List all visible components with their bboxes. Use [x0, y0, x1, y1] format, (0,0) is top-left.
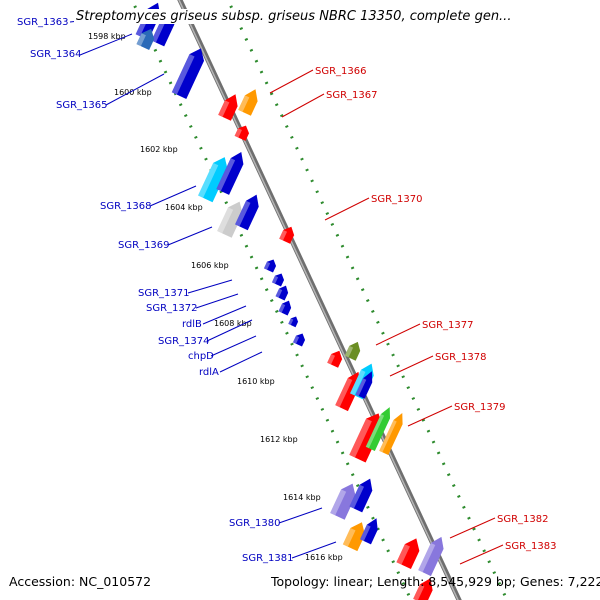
gene-label-left[interactable]: SGR_1368	[100, 201, 152, 212]
gene-label-left[interactable]: SGR_1364	[30, 49, 82, 60]
ruler-lines	[130, 0, 509, 600]
gene-arrow[interactable]	[396, 535, 423, 569]
ruler-line-left	[130, 0, 413, 600]
gene-label-right[interactable]: SGR_1379	[454, 402, 506, 413]
gene-arrow[interactable]	[216, 149, 247, 195]
tick-label: 1598 kbp	[88, 32, 126, 41]
leader-line	[210, 335, 257, 357]
gene-label-left[interactable]: SGR_1372	[146, 303, 198, 314]
leader-line	[187, 279, 233, 294]
gene-label-left[interactable]: rdlB	[182, 319, 202, 330]
genome-axis	[177, 0, 462, 600]
gene-label-right[interactable]: SGR_1382	[497, 514, 549, 525]
gene-label-left[interactable]: SGR_1363	[17, 17, 69, 28]
tick-label: 1606 kbp	[191, 261, 229, 270]
axis-highlight	[178, 0, 459, 600]
gene-label-left[interactable]: SGR_1381	[242, 553, 294, 564]
leader-line	[291, 541, 337, 559]
gene-arrow[interactable]	[327, 348, 345, 368]
gene-label-left[interactable]: SGR_1374	[158, 336, 210, 347]
leader-line	[149, 185, 197, 207]
gene-arrow[interactable]	[360, 516, 382, 545]
accession-text: Accession: NC_010572	[9, 574, 152, 589]
gene-arrow[interactable]	[335, 369, 365, 412]
gene-label-right[interactable]: SGR_1383	[505, 541, 557, 552]
leader-line	[459, 544, 504, 565]
leader-line	[278, 507, 323, 524]
gene-arrow[interactable]	[238, 86, 262, 116]
leader-line	[269, 69, 314, 94]
gene-arrow[interactable]	[355, 369, 377, 399]
gene-arrow[interactable]	[198, 154, 232, 203]
gene-arrows	[135, 2, 448, 600]
gene-arrow[interactable]	[342, 519, 369, 552]
gene-arrow[interactable]	[349, 410, 386, 463]
gene-arrow[interactable]	[278, 299, 294, 316]
genome-summary: Topology: linear; Length: 8,545,929 bp; …	[271, 574, 600, 589]
tick-label: 1616 kbp	[305, 553, 343, 562]
gene-label-left[interactable]: rdlA	[199, 367, 219, 378]
leader-line	[407, 405, 453, 427]
gene-arrow[interactable]	[275, 284, 291, 301]
gene-label-right[interactable]: SGR_1378	[435, 352, 487, 363]
gene-arrow[interactable]	[217, 198, 247, 238]
leader-line	[219, 351, 263, 373]
gene-arrow[interactable]	[234, 123, 252, 141]
gene-label-right[interactable]: SGR_1367	[326, 90, 378, 101]
gene-label-right[interactable]: SGR_1366	[315, 66, 367, 77]
leader-line	[281, 93, 325, 118]
tick-label: 1608 kbp	[214, 319, 252, 328]
gene-arrow[interactable]	[288, 315, 299, 328]
gene-label-left[interactable]: SGR_1371	[138, 288, 190, 299]
axis-shadow	[177, 0, 462, 600]
gene-arrow[interactable]	[235, 192, 263, 231]
gene-arrow[interactable]	[271, 271, 286, 287]
tick-label: 1610 kbp	[237, 377, 275, 386]
gene-label-left[interactable]: SGR_1369	[118, 240, 170, 251]
tick-label: 1600 kbp	[114, 88, 152, 97]
gene-arrow[interactable]	[136, 26, 157, 51]
leader-line	[449, 517, 496, 539]
leader-line	[324, 197, 370, 221]
tick-label: 1614 kbp	[283, 493, 321, 502]
tick-label: 1604 kbp	[165, 203, 203, 212]
leader-line	[202, 305, 247, 325]
gene-arrow[interactable]	[218, 91, 242, 121]
gene-arrow[interactable]	[263, 257, 278, 273]
leader-line	[389, 355, 434, 377]
ruler-line-right	[226, 0, 509, 600]
gene-arrow[interactable]	[292, 331, 307, 347]
leader-line	[375, 323, 421, 346]
leader-line	[105, 73, 165, 106]
gene-label-left[interactable]: SGR_1380	[229, 518, 281, 529]
gene-arrow[interactable]	[379, 411, 407, 456]
gene-arrow[interactable]	[330, 480, 360, 520]
gene-arrow[interactable]	[279, 224, 297, 244]
tick-label: 1612 kbp	[260, 435, 298, 444]
leader-line	[167, 226, 213, 246]
gene-arrow[interactable]	[413, 575, 437, 600]
gene-arrow[interactable]	[171, 45, 208, 99]
gene-arrow[interactable]	[418, 534, 448, 577]
tick-labels: 1598 kbp 1600 kbp 1602 kbp 1604 kbp 1606 kbp…	[88, 32, 343, 562]
gene-label-right[interactable]: SGR_1370	[371, 194, 423, 205]
gene-labels: SGR_1363 SGR_1364 SGR_1365 SGR_1368 SGR_1369…	[17, 17, 557, 564]
leader-line	[79, 33, 133, 56]
gene-arrow[interactable]	[344, 339, 363, 361]
gene-label-left[interactable]: chpD	[188, 351, 214, 362]
map-title: Streptomyces griseus subsp. griseus NBRC…	[74, 9, 514, 24]
leader-line	[206, 319, 253, 342]
gene-label-left[interactable]: SGR_1365	[56, 100, 108, 111]
gene-arrow[interactable]	[349, 476, 376, 513]
leader-line	[195, 293, 239, 309]
gene-label-right[interactable]: SGR_1377	[422, 320, 474, 331]
tick-label: 1602 kbp	[140, 145, 178, 154]
gene-arrow[interactable]	[365, 405, 394, 451]
